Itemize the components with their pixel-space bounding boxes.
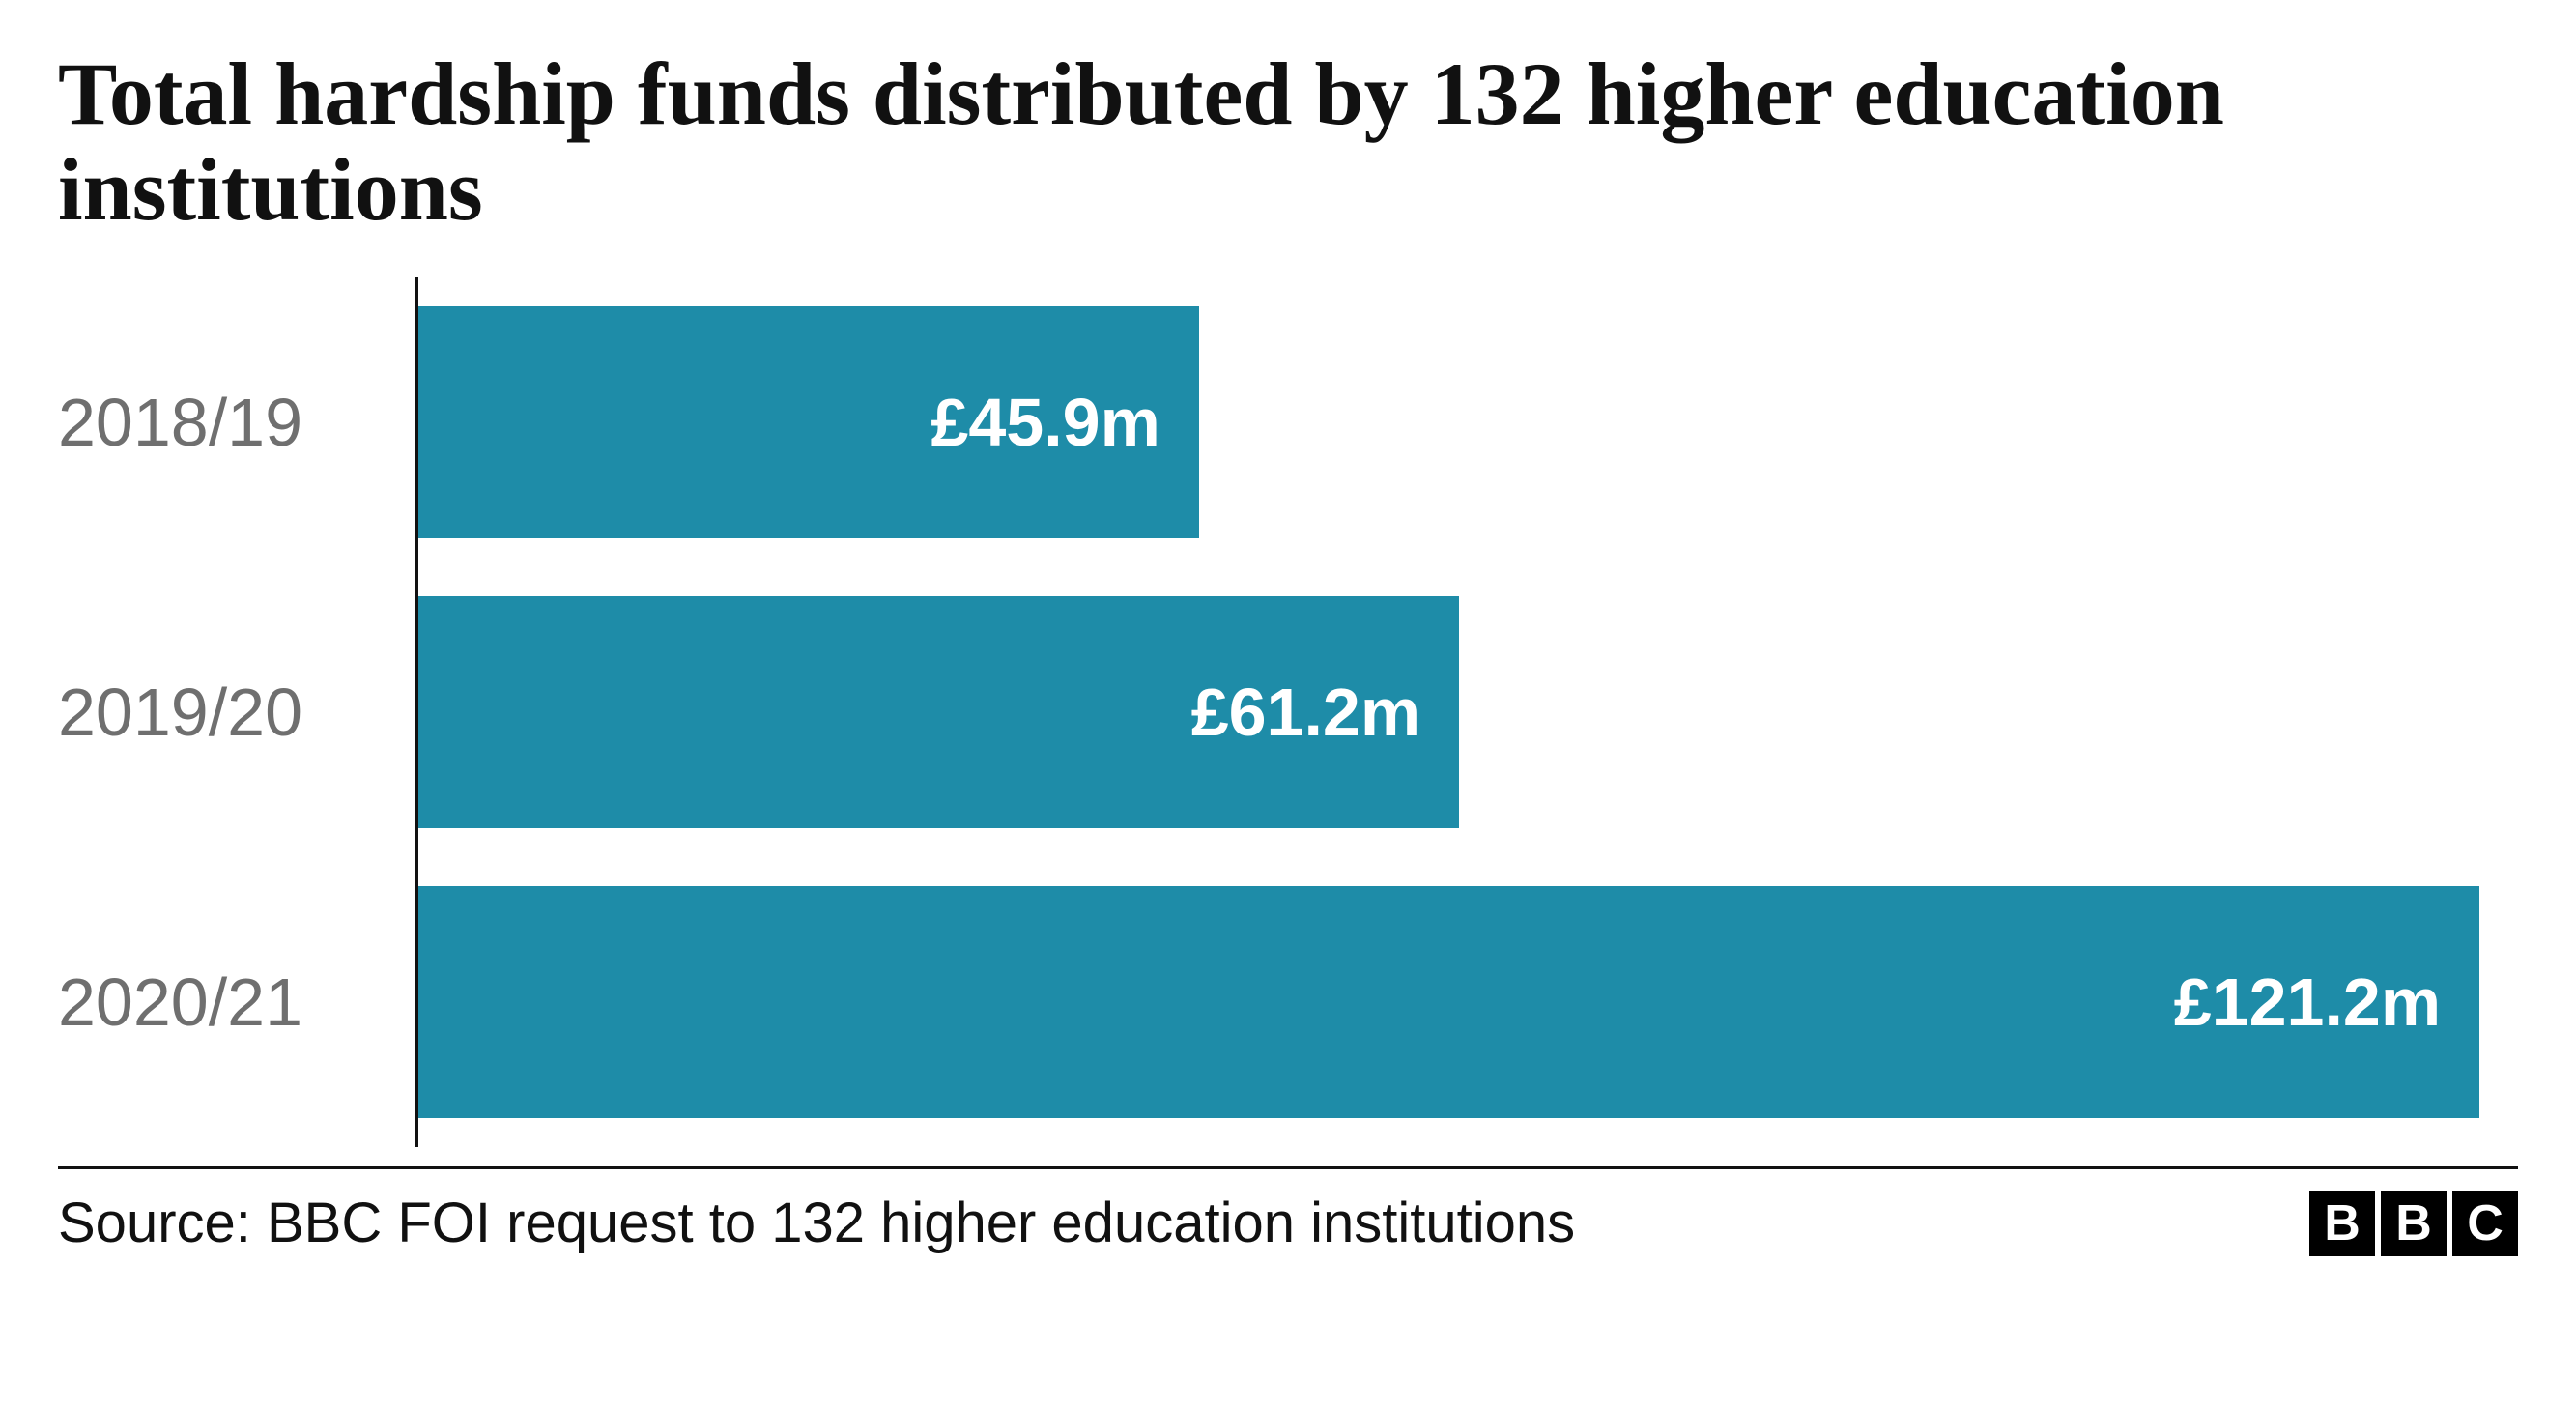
bar: £45.9m xyxy=(418,306,1199,538)
bar-row: £61.2m xyxy=(418,596,2518,828)
chart-area: 2018/19 2019/20 2020/21 £45.9m £61.2m £121.2… xyxy=(58,277,2518,1147)
bar-row: £121.2m xyxy=(418,886,2518,1118)
bar: £121.2m xyxy=(418,886,2479,1118)
bar-row: £45.9m xyxy=(418,306,2518,538)
bbc-logo-box: B xyxy=(2309,1191,2375,1256)
chart-footer: Source: BBC FOI request to 132 higher ed… xyxy=(58,1169,2518,1256)
bbc-logo-box: C xyxy=(2452,1191,2518,1256)
y-axis-label: 2018/19 xyxy=(58,306,415,538)
bbc-logo: BBC xyxy=(2309,1191,2518,1256)
chart-title: Total hardship funds distributed by 132 … xyxy=(58,46,2518,239)
bar-value-label: £121.2m xyxy=(2174,963,2441,1041)
source-text: Source: BBC FOI request to 132 higher ed… xyxy=(58,1191,1575,1255)
y-axis-label: 2019/20 xyxy=(58,596,415,828)
bar-value-label: £45.9m xyxy=(930,384,1159,461)
bar: £61.2m xyxy=(418,596,1459,828)
chart-container: Total hardship funds distributed by 132 … xyxy=(0,0,2576,1409)
bar-value-label: £61.2m xyxy=(1191,674,1420,751)
plot-area: £45.9m £61.2m £121.2m xyxy=(415,277,2518,1147)
y-axis-label: 2020/21 xyxy=(58,886,415,1118)
bbc-logo-box: B xyxy=(2381,1191,2447,1256)
y-axis-labels: 2018/19 2019/20 2020/21 xyxy=(58,277,415,1147)
